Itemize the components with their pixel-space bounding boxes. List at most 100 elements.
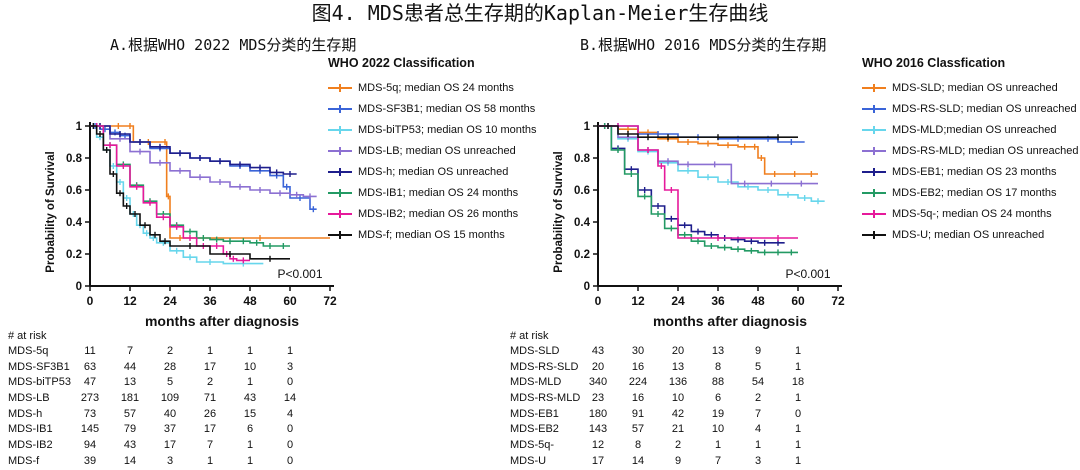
panel-a-ytick-label: 0.2 xyxy=(66,249,82,261)
panel-b-legend-item: MDS-U; median OS unreached xyxy=(862,224,1078,245)
panel-b-risk-count: 1 xyxy=(754,439,762,452)
panel-b-risk-count: 136 xyxy=(668,376,688,389)
panel-b-risk-count: 19 xyxy=(711,407,725,420)
panel-b-risk-group-label: MDS-EB1 xyxy=(510,407,559,420)
panel-a-risk-row: MDS-IB1 145 79 37 17 6 0 xyxy=(8,422,338,438)
panel-b-risk-count: 143 xyxy=(588,423,608,436)
panel-a-risk-count: 1 xyxy=(246,376,254,389)
panel-a-risk-count: 1 xyxy=(246,454,254,467)
panel-b-legend-label: MDS-SLD; median OS unreached xyxy=(892,81,1058,94)
panel-a-risk-count: 3 xyxy=(286,360,294,373)
panel-a-ytick-label: 0.6 xyxy=(66,185,82,197)
panel-b-risk-count: 16 xyxy=(631,360,645,373)
panel-b-risk-count: 9 xyxy=(674,454,682,467)
panel-b-risk-row: MDS-5q- 12 8 2 1 1 1 xyxy=(510,438,840,454)
panel-b-risk-count: 0 xyxy=(794,407,802,420)
panel-a-risk-group-label: MDS-IB1 xyxy=(8,423,53,436)
panel-a-series-4-curve xyxy=(90,125,297,175)
panel-a-risk-count: 73 xyxy=(83,407,97,420)
panel-a-risk-count: 1 xyxy=(206,454,214,467)
panel-b-risk-count: 14 xyxy=(631,454,645,467)
panel-a-risk-count: 11 xyxy=(84,345,96,357)
panel-b-legend-swatch xyxy=(862,188,886,197)
panel-a-risk-count: 2 xyxy=(166,345,174,357)
panel-b-subtitle: B.根据WHO 2016 MDS分类的生存期 xyxy=(580,36,827,54)
panel-a-risk-count: 57 xyxy=(123,407,137,420)
panel-b-legend-swatch xyxy=(862,167,886,176)
panel-b-risk-row: MDS-EB2 143 57 21 10 4 1 xyxy=(510,422,840,438)
panel-a-risk-count: 0 xyxy=(286,423,294,436)
panel-a-legend-label: MDS-5q; median OS 24 months xyxy=(358,81,514,94)
panel-b-ytick-label: 0.4 xyxy=(574,217,591,229)
panel-b-legend: WHO 2016 Classfication MDS-SLD; median O… xyxy=(862,56,1078,245)
panel-a-xtick-label: 0 xyxy=(87,294,94,308)
panel-b-ytick-label: 0.8 xyxy=(574,153,591,165)
panel-b-risk-group-label: MDS-5q- xyxy=(510,439,555,452)
panel-a-pvalue: P<0.001 xyxy=(277,267,322,281)
panel-b-risk-count: 4 xyxy=(754,423,762,436)
panel-b-legend-swatch xyxy=(862,146,886,155)
panel-b-risk-count: 2 xyxy=(754,392,762,405)
panel-a-risk-count: 43 xyxy=(123,439,137,452)
panel-a-legend: WHO 2022 Classification MDS-5q; median O… xyxy=(328,56,537,245)
panel-b-risk-count: 1 xyxy=(794,360,802,373)
panel-a-risk-title: # at risk xyxy=(8,330,47,342)
panel-a-risk-count: 1 xyxy=(246,439,254,452)
panel-b-legend-item: MDS-EB1; median OS 23 months xyxy=(862,161,1078,182)
panel-b-xtick-label: 24 xyxy=(671,294,685,308)
panel-a-risk-count: 40 xyxy=(163,407,177,420)
panel-b-ytick-label: 1 xyxy=(584,121,591,133)
panel-a-ytick-label: 0 xyxy=(76,281,82,293)
panel-b-risk-count: 7 xyxy=(714,454,722,467)
panel-a-risk-count: 37 xyxy=(163,423,177,436)
panel-b-legend-title: WHO 2016 Classfication xyxy=(862,56,1006,70)
panel-a-legend-swatch xyxy=(328,209,352,218)
panel-a-risk-table: # at risk MDS-5q 11 7 2 1 1 1 MDS-SF3B1 63 44 28 17… xyxy=(8,328,338,470)
panel-b-risk-count: 8 xyxy=(714,360,722,373)
panel-b-xtick-label: 12 xyxy=(631,294,645,308)
panel-b-series-3-curve xyxy=(598,125,818,185)
panel-b-risk-count: 2 xyxy=(674,439,682,452)
panel-a-risk-count: 0 xyxy=(286,376,294,389)
panel-b-risk-title: # at risk xyxy=(510,330,549,342)
panel-b-x-axis-label: months after diagnosis xyxy=(653,313,807,329)
panel-b-risk-table: # at risk MDS-SLD 43 30 20 13 9 1 MDS-RS-SLD 20 1… xyxy=(510,328,840,470)
panel-a-risk-row: MDS-5q 11 7 2 1 1 1 xyxy=(8,344,338,360)
panel-b-legend-label: MDS-EB2; median OS 17 months xyxy=(892,186,1057,199)
panel-a-risk-count: 109 xyxy=(160,392,180,405)
panel-b-xtick-label: 72 xyxy=(831,294,845,308)
panel-a-risk-count: 44 xyxy=(123,360,137,373)
panel-b-risk-group-label: MDS-SLD xyxy=(510,345,560,357)
panel-a-risk-count: 1 xyxy=(246,345,254,357)
panel-b-risk-count: 13 xyxy=(671,360,685,373)
panel-b-legend-label: MDS-RS-MLD; median OS unreached xyxy=(892,144,1079,157)
panel-a-legend-label: MDS-SF3B1; median OS 58 months xyxy=(358,102,536,115)
panel-a-risk-count: 47 xyxy=(83,376,97,389)
panel-b-risk-row: MDS-RS-SLD 20 16 13 8 5 1 xyxy=(510,360,840,376)
panel-a-legend-label: MDS-IB2; median OS 26 months xyxy=(358,207,519,220)
panel-b-legend-label: MDS-5q-; median OS 24 months xyxy=(892,207,1052,220)
panel-b-risk-group-label: MDS-RS-MLD xyxy=(510,392,581,405)
panel-a-legend-label: MDS-IB1; median OS 24 months xyxy=(358,186,519,199)
panel-b-xtick-label: 36 xyxy=(711,294,725,308)
panel-b-legend-swatch xyxy=(862,83,886,92)
panel-a-risk-count: 79 xyxy=(123,423,137,436)
panel-b-risk-count: 18 xyxy=(791,376,805,389)
panel-b-risk-count: 1 xyxy=(794,423,802,436)
panel-b-risk-count: 16 xyxy=(631,392,645,405)
panel-b-risk-row: MDS-U 17 14 9 7 3 1 xyxy=(510,454,840,470)
panel-a-risk-group-label: MDS-IB2 xyxy=(8,439,53,452)
panel-b-y-axis-label: Probability of Survival xyxy=(553,151,565,272)
panel-b-risk-count: 1 xyxy=(794,392,802,405)
panel-a-risk-count: 94 xyxy=(83,439,97,452)
panel-b-risk-count: 1 xyxy=(714,439,722,452)
panel-b-risk-group-label: MDS-MLD xyxy=(510,376,562,389)
panel-a-risk-count: 1 xyxy=(286,345,294,357)
panel-b-legend-label: MDS-EB1; median OS 23 months xyxy=(892,165,1057,178)
panel-a-risk-row: MDS-biTP53 47 13 5 2 1 0 xyxy=(8,375,338,391)
panel-a-risk-group-label: MDS-h xyxy=(8,407,43,420)
panel-a-legend-item: MDS-IB2; median OS 26 months xyxy=(328,203,537,224)
panel-b-risk-count: 20 xyxy=(671,345,685,357)
panel-a-risk-group-label: MDS-LB xyxy=(8,392,50,405)
panel-a-legend-item: MDS-biTP53; median OS 10 months xyxy=(328,119,537,140)
